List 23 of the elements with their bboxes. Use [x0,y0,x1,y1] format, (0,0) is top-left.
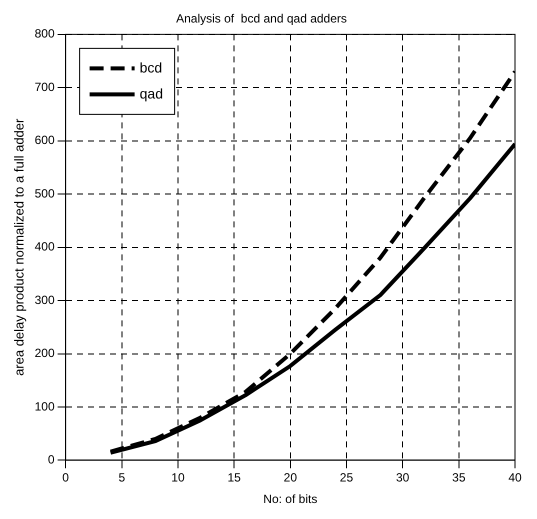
x-tick-label: 35 [452,470,466,485]
x-tick-label: 5 [118,470,126,485]
x-tick-label: 15 [227,470,242,485]
y-tick-label: 700 [34,80,55,94]
y-tick-label: 800 [34,26,55,41]
x-axis-title: No: of bits [263,492,318,506]
y-tick-label: 400 [34,240,55,254]
x-tick-label: 0 [62,470,70,485]
x-tick-label: 30 [396,470,410,485]
y-tick-label: 300 [34,292,55,307]
y-axis-title: area delay product normalized to a full adder [11,118,26,376]
x-tick-label: 20 [284,470,298,485]
y-tick-label: 500 [34,186,55,200]
y-tick-label: 200 [34,346,55,360]
legend-label: bcd [140,59,162,76]
y-tick-label: 600 [34,133,55,148]
x-tick-label: 40 [508,470,522,485]
x-tick-label: 10 [171,470,185,485]
y-tick-label: 0 [48,452,55,467]
legend-label: qad [140,85,163,102]
y-tick-label: 100 [34,399,55,414]
x-tick-label: 25 [340,470,354,485]
chart-title: Analysis of bcd and qad adders [176,12,347,26]
